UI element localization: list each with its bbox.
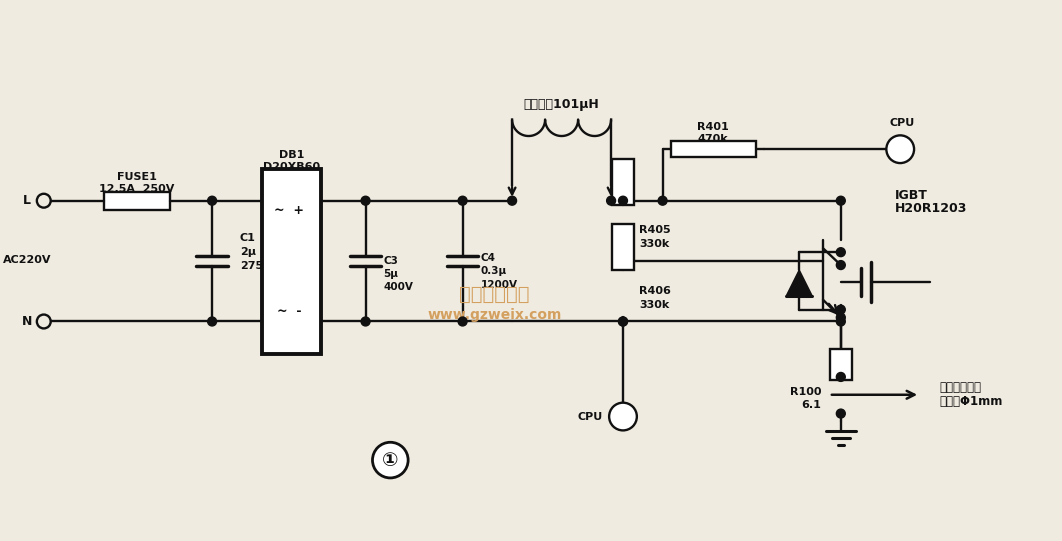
Circle shape	[618, 317, 628, 326]
Circle shape	[837, 196, 845, 205]
Text: H20R1203: H20R1203	[895, 202, 967, 215]
Text: 330k: 330k	[639, 239, 669, 249]
Text: R406: R406	[639, 286, 671, 296]
Text: 20: 20	[892, 144, 908, 154]
Circle shape	[887, 135, 914, 163]
Text: 19: 19	[615, 412, 631, 421]
Text: C1: C1	[240, 233, 256, 243]
Text: DB1: DB1	[278, 150, 304, 160]
Circle shape	[606, 196, 616, 205]
Bar	[612, 224, 634, 270]
Circle shape	[658, 196, 667, 205]
Circle shape	[837, 409, 845, 418]
Bar	[671, 141, 755, 157]
Text: ~  +: ~ +	[274, 204, 305, 217]
Text: C3: C3	[383, 256, 398, 266]
Text: C4: C4	[480, 253, 495, 263]
Text: R401: R401	[698, 122, 729, 133]
Text: FUSE1: FUSE1	[117, 172, 157, 182]
Text: CPU: CPU	[578, 412, 603, 421]
Text: 精通维修下载: 精通维修下载	[459, 285, 530, 304]
Bar	[261, 169, 321, 354]
Text: 线盘电感101μH: 线盘电感101μH	[524, 98, 599, 111]
Circle shape	[837, 248, 845, 256]
Text: 康铜丝Φ1mm: 康铜丝Φ1mm	[940, 395, 1004, 408]
Circle shape	[458, 196, 467, 205]
Circle shape	[373, 443, 408, 478]
Text: 400V: 400V	[383, 282, 413, 292]
Text: 5μ: 5μ	[383, 269, 398, 279]
Circle shape	[361, 317, 370, 326]
Polygon shape	[786, 270, 812, 296]
Text: IGBT: IGBT	[895, 189, 928, 202]
Circle shape	[458, 317, 467, 326]
Circle shape	[208, 317, 217, 326]
Text: 0.3μ: 0.3μ	[480, 266, 507, 276]
Circle shape	[837, 373, 845, 381]
Bar	[612, 159, 634, 205]
Circle shape	[837, 317, 845, 326]
Circle shape	[610, 403, 637, 431]
Text: 6.1: 6.1	[801, 400, 821, 410]
Circle shape	[618, 317, 628, 326]
Bar	[829, 349, 852, 380]
Text: D20XB60: D20XB60	[262, 162, 320, 172]
Circle shape	[361, 196, 370, 205]
Text: L: L	[23, 194, 31, 207]
Circle shape	[837, 305, 845, 314]
Text: R405: R405	[639, 226, 670, 235]
Bar	[104, 192, 170, 209]
Circle shape	[837, 313, 845, 322]
Text: AC220V: AC220V	[3, 255, 51, 265]
Text: 电流检测用的: 电流检测用的	[940, 381, 981, 394]
Text: 1200V: 1200V	[480, 280, 517, 290]
Text: www.gzweix.com: www.gzweix.com	[427, 308, 562, 321]
Text: R100: R100	[789, 387, 821, 397]
Text: ①: ①	[382, 451, 398, 470]
Circle shape	[837, 261, 845, 269]
Circle shape	[208, 196, 217, 205]
Circle shape	[508, 196, 516, 205]
Circle shape	[618, 196, 628, 205]
Text: 2μ: 2μ	[240, 247, 256, 257]
Text: ~  -: ~ -	[277, 305, 302, 318]
Text: N: N	[21, 315, 32, 328]
Text: 470k: 470k	[698, 134, 729, 144]
Text: 12.5A  250V: 12.5A 250V	[99, 184, 174, 194]
Text: 330k: 330k	[639, 300, 669, 309]
Text: 275V: 275V	[240, 261, 272, 271]
Text: CPU: CPU	[890, 118, 914, 128]
